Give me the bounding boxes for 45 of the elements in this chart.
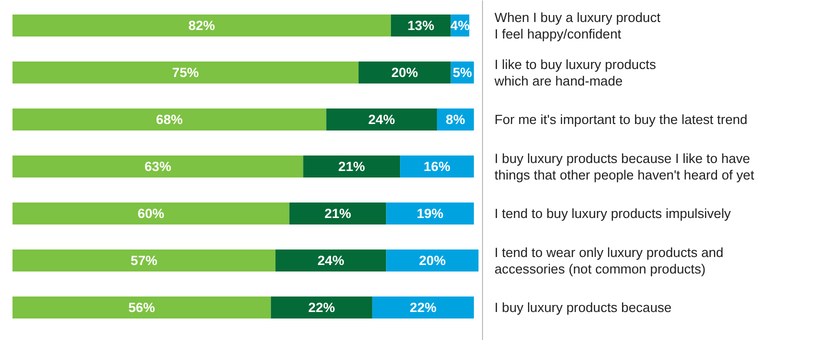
y-tick-label: I tend to wear only luxury products and accessories (not common products) [494,244,724,276]
bar [12,61,359,84]
bar [12,155,304,178]
data-label: 75% [172,65,200,80]
bar [289,202,386,225]
bar [12,108,326,131]
bar [12,296,271,319]
bar [386,249,478,272]
bar [12,202,290,225]
data-label: 8% [446,112,466,127]
data-label: 4% [450,18,470,33]
data-label: 24% [318,253,344,268]
bar [275,249,386,272]
y-tick-label: I tend to buy luxury products impulsively [494,206,732,221]
bar [12,249,276,272]
bar [386,202,474,225]
y-tick-label: I like to buy luxury products which are hand-made [494,56,656,88]
bar [303,155,400,178]
data-label: 24% [368,112,396,127]
data-label: 60% [138,206,164,221]
data-label: 21% [324,206,352,221]
data-label: 22% [410,300,437,315]
data-label: 68% [156,112,183,127]
bar [372,296,474,319]
bar [326,108,437,131]
y-tick-label: I buy luxury products because I like to have things that other people haven't heard of yet [494,150,754,182]
data-label: 19% [416,206,444,221]
data-label: 22% [308,300,336,315]
bar [270,296,372,319]
data-label: 13% [407,18,434,33]
data-label: 16% [424,159,450,174]
data-label: 20% [419,253,446,268]
data-label: 82% [188,18,216,33]
data-label: 20% [391,65,418,80]
y-tick-label: For me it's important to buy the latest trend [494,112,748,127]
bar [12,14,391,37]
bar [400,155,474,178]
bar [358,61,451,84]
data-label: 56% [128,300,156,315]
data-label: 5% [452,65,472,80]
data-label: 21% [338,159,366,174]
data-label: 63% [144,159,172,174]
y-tick-label: When I buy a luxury product I feel happy/confident [494,10,661,42]
data-label: 57% [130,253,158,268]
y-tick-label: I buy luxury products because [494,300,672,315]
